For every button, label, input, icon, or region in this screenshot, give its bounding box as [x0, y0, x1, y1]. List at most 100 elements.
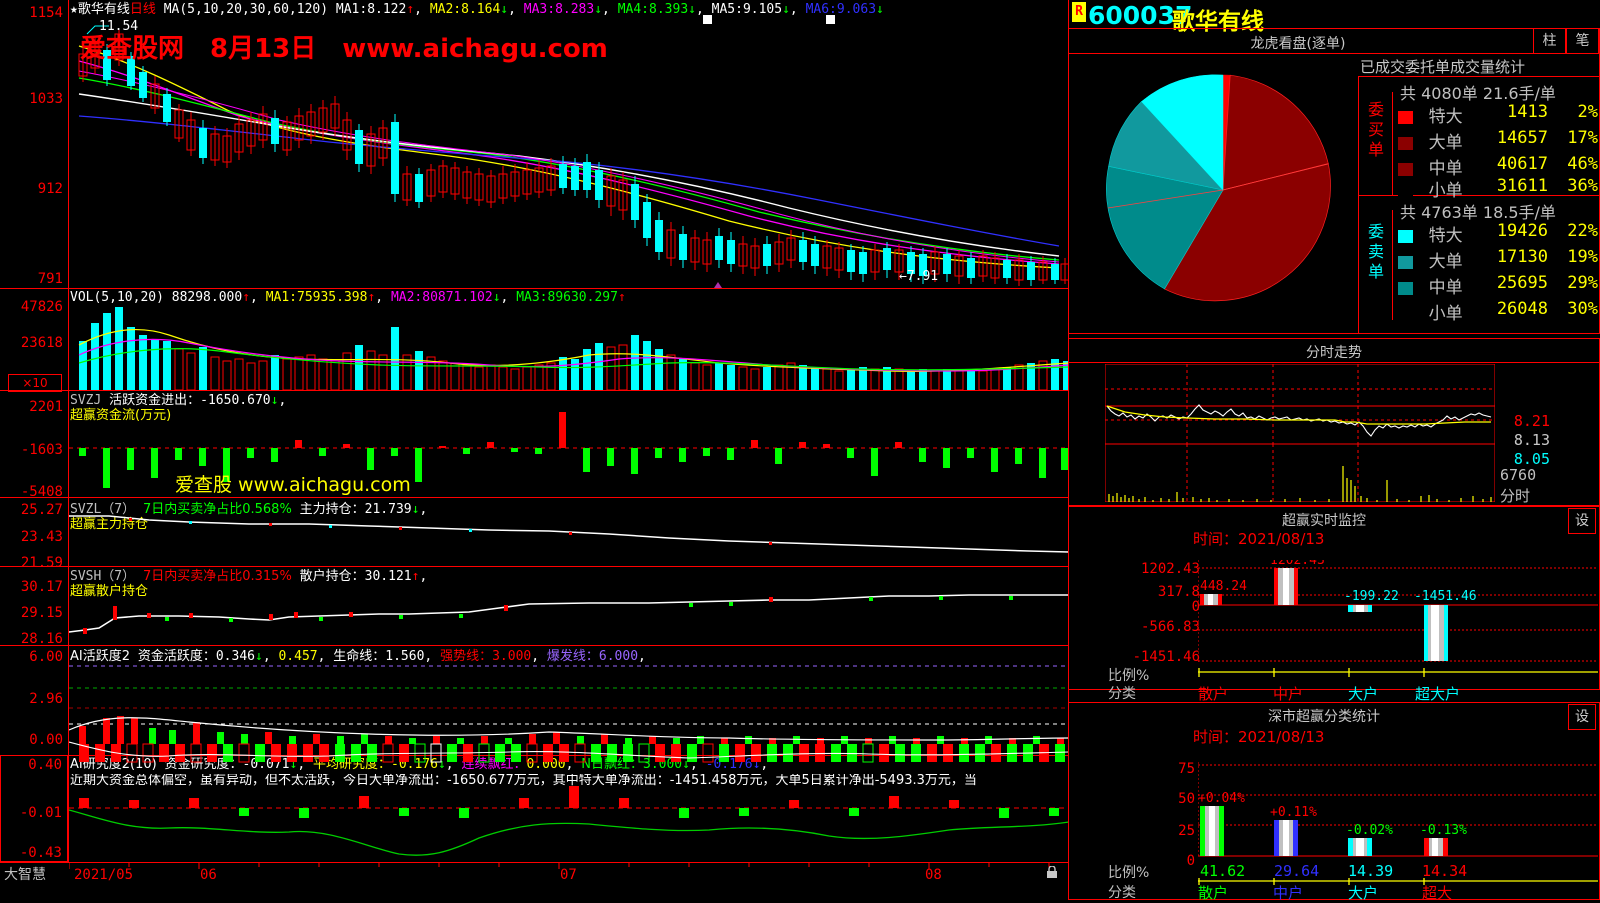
ai-yanjiu-lower-chart[interactable] [69, 780, 1069, 862]
ma4-key: MA4: [617, 2, 650, 17]
price-axis-tick-0: 1154 [29, 5, 63, 21]
monitor-time-value: 2021/08/13 [1238, 530, 1325, 548]
axis-divider [68, 0, 69, 862]
classify-class-label: 分类 [1108, 885, 1136, 901]
time-axis-tick-0: 2021/05 [74, 867, 134, 883]
svsh-panel-top-border [0, 566, 1068, 567]
monitor-category-1: 中户 [1273, 685, 1304, 703]
aih-item4-value: 6.000 [598, 649, 639, 664]
ma2-key: MA2: [429, 2, 462, 17]
ma6-arrow: ↓ [876, 2, 884, 17]
stock-code: 600037 [1088, 1, 1193, 30]
order-table-mid-divider [1358, 195, 1600, 196]
favorite-star-icon[interactable]: ★ [70, 2, 78, 17]
intraday-volume-chart[interactable] [1105, 444, 1495, 502]
classify-category-1: 中户 [1273, 884, 1304, 902]
monitor-category-2: 大户 [1348, 685, 1379, 703]
intraday-panel-title: 分时走势 [1306, 345, 1362, 361]
tab-column[interactable]: 柱 [1533, 28, 1566, 54]
vol-ma2-key: MA2: [390, 290, 423, 305]
price-axis-tick-1: 1033 [29, 91, 63, 107]
buy-row-2-count: 40617 [1496, 154, 1548, 174]
buy-row-1-label: 大单 [1428, 133, 1463, 153]
order-table-header-underline [1358, 76, 1600, 77]
aiy-item4-arrow: ↓ [752, 757, 761, 772]
svzj-value: -1650.670 [200, 393, 271, 408]
ma6-value: 9.063 [836, 2, 877, 17]
ma1-value: 8.122 [367, 2, 407, 17]
buy-row-0-swatch [1398, 111, 1413, 124]
classify-value-3: 14.34 [1422, 862, 1468, 880]
monitor-category-3: 超大户 [1415, 685, 1461, 703]
period-label[interactable]: 日线 [129, 2, 156, 17]
svzj-label: 活跃资金进出： [109, 393, 201, 408]
svzj-panel-top-border [0, 390, 1068, 391]
realtime-monitor-chart[interactable]: 448.24 1202.43 -199.22 -1451.46 [1198, 560, 1598, 670]
svzj-code: SVZJ [70, 393, 102, 408]
vol-value: 88298.000 [171, 290, 243, 305]
svzj-axis-tick-0: 2201 [29, 399, 63, 415]
svzj-axis-tick-2: -5408 [20, 484, 63, 500]
aiy-item2-label: 连续飘红： [461, 757, 527, 772]
order-table-left-border [1358, 76, 1359, 334]
svzj-axis-tick-1: -1603 [20, 442, 63, 458]
svzj-suffix: , [278, 393, 287, 408]
sell-side-label: 委卖单 [1368, 222, 1385, 281]
vol-ma3-key: MA3: [516, 290, 548, 305]
sell-row-0-label: 特大 [1428, 226, 1463, 246]
aih-item0-value: 0.346 [215, 649, 255, 664]
svzl-chart[interactable] [69, 508, 1069, 566]
intraday-trend-chart[interactable] [1105, 364, 1495, 444]
monitor-ratio-label: 比例% [1108, 668, 1150, 684]
aih-axis-tick-1: 2.96 [29, 691, 63, 707]
ai-yanjiu-chart[interactable] [69, 740, 1069, 860]
svzj-chart[interactable] [69, 400, 1069, 496]
volume-chart[interactable] [69, 305, 1069, 390]
ma4-value: 8.393 [649, 2, 689, 17]
time-axis-top-border [0, 862, 1068, 863]
ai-huoyue-panel-top-border [0, 645, 1068, 646]
svg-text:11.54: 11.54 [99, 19, 138, 34]
sell-row-3: 小单 26048 30% [1398, 299, 1598, 324]
sell-row-1: 大单 17130 19% [1398, 247, 1598, 272]
classify-settings-button[interactable]: 设 [1568, 704, 1596, 730]
svsh-subtitle: 超赢散户持仓 [70, 584, 149, 599]
sell-row-2: 中单 25695 29% [1398, 273, 1598, 298]
monitor-axis-tick-2: 0 [1191, 599, 1200, 615]
monitor-time-label: 时间： [1193, 530, 1239, 548]
svzj-header: SVZJ 活跃资金进出：-1650.670↓, [70, 394, 286, 408]
sell-row-1-count: 17130 [1496, 247, 1548, 267]
svsh-chart[interactable] [69, 576, 1069, 638]
tab-stroke[interactable]: 笔 [1566, 28, 1599, 54]
watermark-main: 爱查股网 8月13日 www.aichagu.com [80, 34, 608, 64]
classify-bar-chart[interactable]: +0.04% +0.11% -0.02% -0.13% [1198, 762, 1598, 862]
intraday-title-underline [1068, 362, 1600, 363]
sell-row-3-count: 26048 [1496, 299, 1548, 319]
svg-text:+0.04%: +0.04% [1198, 791, 1245, 806]
lock-icon[interactable] [1045, 866, 1059, 879]
vol-header: VOL(5,10,20) 88298.000↑, MA1:75935.398↑,… [70, 290, 626, 305]
ai-huoyue-chart[interactable] [69, 660, 1069, 746]
kline-chart[interactable]: 11.54 [69, 16, 1069, 288]
monitor-settings-button[interactable]: 设 [1568, 508, 1596, 534]
aiy-item3-arrow: ↓ [682, 757, 690, 772]
sell-row-1-swatch [1398, 256, 1413, 269]
svsh-arrow: ↑ [411, 569, 420, 584]
ma3-arrow: ↓ [594, 2, 603, 17]
monitor-class-label: 分类 [1108, 686, 1136, 702]
sell-row-2-label: 中单 [1428, 278, 1463, 298]
classify-axis-tick-0: 75 [1178, 761, 1195, 777]
buy-row-0-count: 1413 [1507, 102, 1548, 122]
buy-row-1-swatch [1398, 137, 1413, 150]
svsh-axis-tick-1: 29.15 [20, 605, 63, 621]
buy-row-1-pct: 17% [1567, 128, 1598, 148]
aih-item2-value: 1.560 [385, 649, 425, 664]
order-volume-table-container: 已成交委托单成交量统计 [1358, 56, 1600, 77]
vol-unit-badge: ×10 [8, 374, 62, 392]
order-volume-pie-chart[interactable] [1098, 58, 1348, 318]
svsh-suffix: , [419, 569, 428, 584]
monitor-axis-tick-3: -566.83 [1140, 619, 1200, 635]
buy-row-1: 大单 14657 17% [1398, 128, 1598, 153]
intraday-axis-tick-0: 8.21 [1513, 412, 1550, 430]
classify-value-0: 41.62 [1200, 862, 1246, 880]
